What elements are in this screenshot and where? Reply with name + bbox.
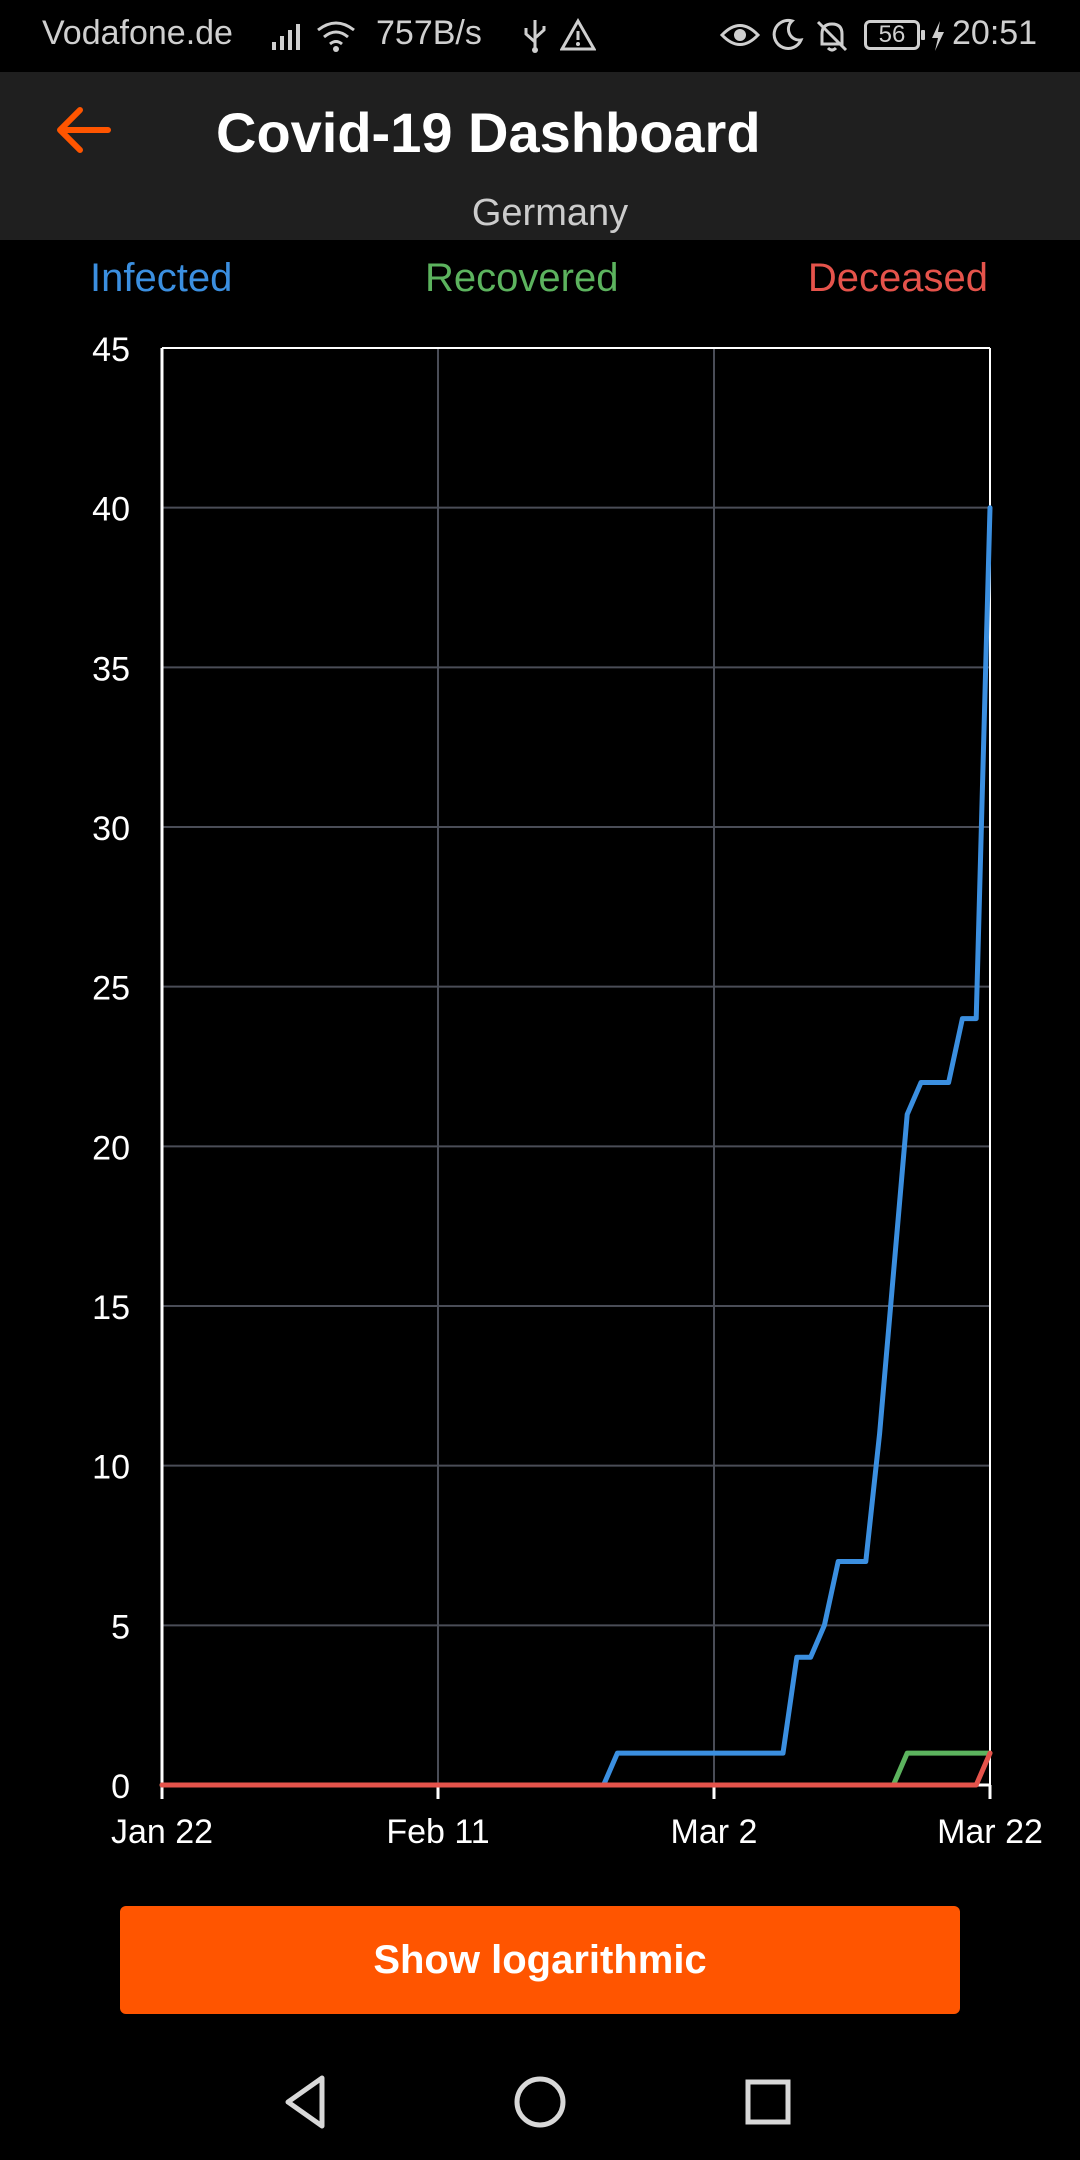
usb-icon — [520, 18, 550, 54]
clock-time: 20:51 — [952, 14, 1038, 52]
circle-home-icon — [514, 2076, 566, 2128]
series-line-deceased — [159, 1750, 993, 1788]
nav-home-button[interactable] — [508, 2070, 572, 2134]
x-tick-label: Mar 2 — [671, 1813, 758, 1851]
y-tick-label: 45 — [92, 331, 130, 369]
y-tick-label: 40 — [92, 491, 130, 529]
nav-recents-button[interactable] — [736, 2070, 800, 2134]
y-tick-label: 10 — [92, 1449, 130, 1487]
x-tick-label: Jan 22 — [111, 1813, 213, 1851]
y-tick-label: 20 — [92, 1129, 130, 1167]
x-tick-label: Mar 22 — [937, 1813, 1043, 1851]
y-tick-label: 5 — [111, 1608, 130, 1646]
y-tick-label: 25 — [92, 970, 130, 1008]
do-not-disturb-moon-icon — [770, 18, 804, 52]
chart-legend: Infected Recovered Deceased — [0, 250, 1080, 310]
status-bar: Vodafone.de 757B/s 56 20:51 — [0, 0, 1080, 72]
cases-line-chart: 0 5 10 15 20 25 30 35 40 45 Jan 22 Feb 11 Mar 2 Mar 2… — [0, 300, 1080, 1860]
battery-icon: 56 — [864, 20, 925, 50]
y-tick-label: 35 — [92, 650, 130, 688]
wifi-icon — [316, 18, 356, 52]
page-title: Covid-19 Dashboard — [216, 101, 761, 164]
legend-infected: Infected — [90, 256, 233, 300]
series-line-recovered — [159, 1750, 993, 1788]
show-logarithmic-button[interactable]: Show logarithmic — [120, 1906, 960, 2014]
y-tick-label: 30 — [92, 810, 130, 848]
system-navigation-bar — [0, 2040, 1080, 2160]
warning-icon — [560, 18, 596, 52]
triangle-back-icon — [285, 2075, 325, 2129]
series-line-infected — [159, 505, 993, 1788]
back-button[interactable] — [48, 94, 120, 166]
network-speed: 757B/s — [376, 14, 482, 52]
notifications-off-icon — [814, 18, 850, 54]
nav-back-button[interactable] — [276, 2070, 340, 2134]
y-tick-label: 0 — [111, 1768, 130, 1806]
signal-icon — [270, 20, 306, 52]
legend-deceased: Deceased — [807, 256, 988, 300]
country-subtitle: Germany — [471, 192, 629, 234]
eye-comfort-icon — [720, 20, 760, 50]
app-bar: Covid-19 Dashboard Germany — [0, 72, 1080, 240]
chart-svg: 0 5 10 15 20 25 30 35 40 45 Jan 22 Feb 11 Mar 2 Mar 2… — [92, 331, 1043, 1851]
square-recents-icon — [745, 2079, 791, 2125]
y-tick-label: 15 — [92, 1289, 130, 1327]
x-tick-label: Feb 11 — [386, 1813, 489, 1851]
carrier-name: Vodafone.de — [42, 14, 233, 52]
legend-recovered: Recovered — [425, 256, 619, 300]
arrow-back-icon — [57, 107, 111, 153]
charging-bolt-icon — [930, 20, 946, 52]
